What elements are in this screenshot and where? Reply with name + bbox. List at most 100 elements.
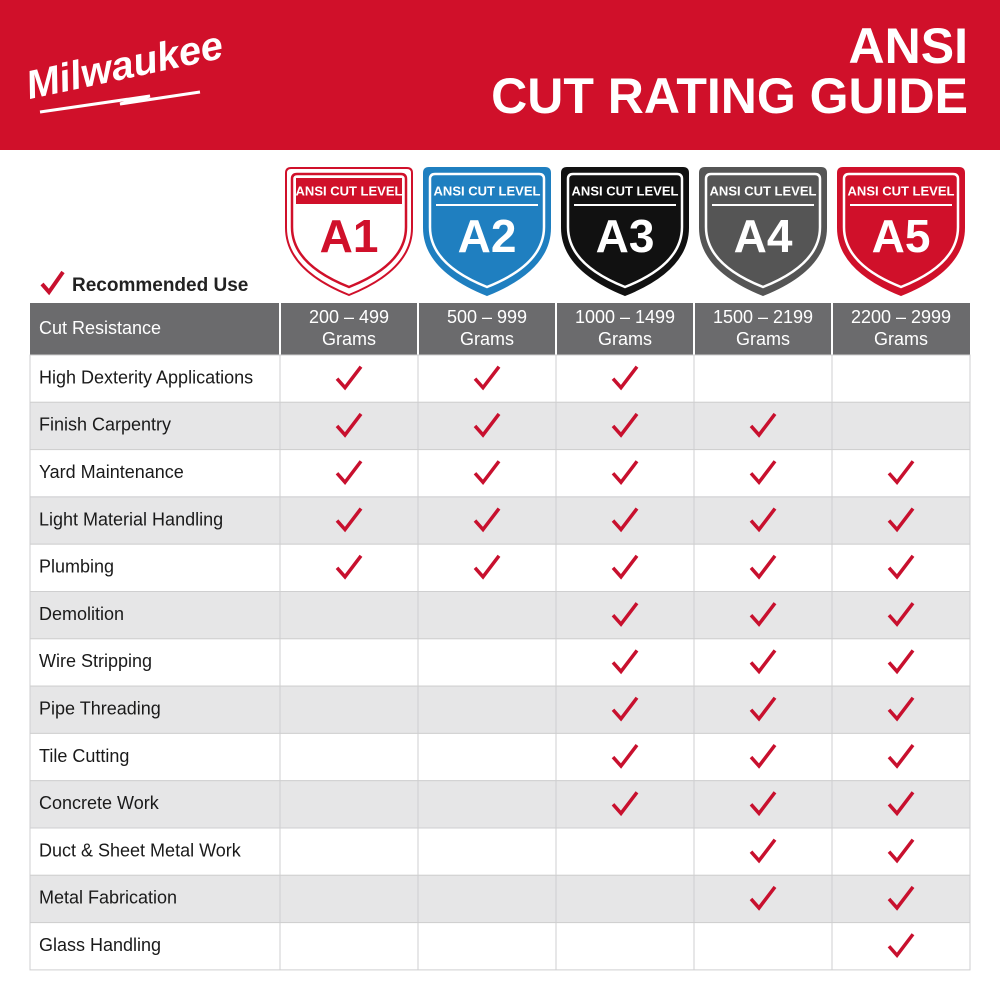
header-label: Cut Resistance bbox=[39, 318, 161, 338]
check bbox=[335, 507, 363, 533]
level: A2 bbox=[458, 210, 517, 262]
row bbox=[29, 638, 971, 687]
check bbox=[887, 885, 915, 911]
row-label: Concrete Work bbox=[39, 793, 160, 813]
shield-inner bbox=[704, 172, 822, 289]
check bbox=[473, 507, 501, 533]
check bbox=[749, 696, 777, 722]
shield-outer bbox=[561, 167, 689, 297]
shield-inner bbox=[566, 172, 684, 289]
check bbox=[887, 933, 915, 959]
shield-inner-line bbox=[842, 172, 960, 289]
shield-inner bbox=[842, 172, 960, 289]
check bbox=[611, 460, 639, 486]
check bbox=[611, 602, 639, 627]
check bbox=[335, 460, 363, 486]
unit: Grams bbox=[322, 329, 376, 349]
check bbox=[887, 460, 915, 486]
range: 500 – 999 bbox=[447, 307, 527, 327]
check bbox=[611, 791, 639, 817]
check bbox=[887, 696, 915, 722]
title-line1: ANSI bbox=[849, 18, 968, 74]
check bbox=[335, 412, 363, 438]
check bbox=[749, 602, 777, 627]
check bbox=[887, 649, 915, 675]
shield-inner-line bbox=[704, 172, 822, 289]
check bbox=[749, 885, 777, 911]
level: A1 bbox=[320, 210, 379, 262]
level: A3 bbox=[596, 210, 655, 262]
range: 1500 – 2199 bbox=[713, 307, 813, 327]
shield: ANSI CUT LEVEL A1 bbox=[285, 167, 413, 297]
check bbox=[887, 554, 915, 580]
range: 1000 – 1499 bbox=[575, 307, 675, 327]
header-band bbox=[0, 0, 1000, 150]
label-band bbox=[296, 178, 402, 204]
shield: ANSI CUT LEVEL A4 bbox=[699, 167, 827, 297]
unit: Grams bbox=[874, 329, 928, 349]
check bbox=[749, 507, 777, 533]
check bbox=[749, 460, 777, 486]
check bbox=[887, 791, 915, 817]
check bbox=[611, 365, 639, 391]
shield-inner-line bbox=[290, 172, 408, 289]
check bbox=[611, 507, 639, 533]
row bbox=[29, 780, 971, 829]
check bbox=[335, 365, 363, 391]
level: A4 bbox=[734, 210, 793, 262]
row-label: Wire Stripping bbox=[39, 651, 152, 671]
check bbox=[473, 460, 501, 486]
row-label: Tile Cutting bbox=[39, 746, 129, 766]
check bbox=[887, 743, 915, 769]
check bbox=[611, 412, 639, 438]
row bbox=[29, 401, 971, 451]
check bbox=[611, 554, 639, 580]
shield: ANSI CUT LEVEL A5 bbox=[837, 167, 965, 297]
row-label: Finish Carpentry bbox=[39, 415, 171, 435]
check bbox=[749, 791, 777, 817]
check bbox=[611, 696, 639, 722]
title-line2: CUT RATING GUIDE bbox=[491, 68, 968, 124]
check bbox=[887, 838, 915, 864]
row bbox=[29, 496, 971, 545]
row-label: Duct & Sheet Metal Work bbox=[39, 840, 242, 860]
level-label: ANSI CUT LEVEL bbox=[710, 183, 817, 198]
row bbox=[29, 685, 971, 734]
shield-outer bbox=[423, 167, 551, 297]
shield: ANSI CUT LEVEL A3 bbox=[561, 167, 689, 297]
shield-inner bbox=[428, 172, 546, 289]
unit: Grams bbox=[736, 329, 790, 349]
check bbox=[749, 412, 777, 438]
check bbox=[887, 602, 915, 627]
check bbox=[611, 743, 639, 769]
range: 2200 – 2999 bbox=[851, 307, 951, 327]
row-label: Light Material Handling bbox=[39, 509, 223, 529]
row bbox=[29, 874, 971, 924]
check bbox=[335, 554, 363, 580]
row-label: Demolition bbox=[39, 604, 124, 624]
row bbox=[29, 827, 971, 876]
check bbox=[611, 649, 639, 675]
check bbox=[749, 838, 777, 864]
logo-bolt bbox=[39, 90, 201, 114]
header-row bbox=[30, 303, 970, 355]
level: A5 bbox=[872, 210, 931, 262]
check bbox=[473, 554, 501, 580]
shield-inner-line bbox=[428, 172, 546, 289]
shield-inner-line bbox=[566, 172, 684, 289]
level-label: ANSI CUT LEVEL bbox=[848, 183, 955, 198]
row-label: Yard Maintenance bbox=[39, 462, 184, 482]
row bbox=[29, 732, 971, 782]
level-label: ANSI CUT LEVEL bbox=[296, 183, 403, 198]
row-label: Metal Fabrication bbox=[39, 888, 177, 908]
row-label: Pipe Threading bbox=[39, 699, 161, 719]
shield-outer bbox=[837, 167, 965, 297]
unit: Grams bbox=[598, 329, 652, 349]
legend-label: Recommended Use bbox=[72, 275, 248, 296]
row-label: Plumbing bbox=[39, 557, 114, 577]
row bbox=[29, 354, 971, 403]
range: 200 – 499 bbox=[309, 307, 389, 327]
row bbox=[29, 591, 971, 640]
